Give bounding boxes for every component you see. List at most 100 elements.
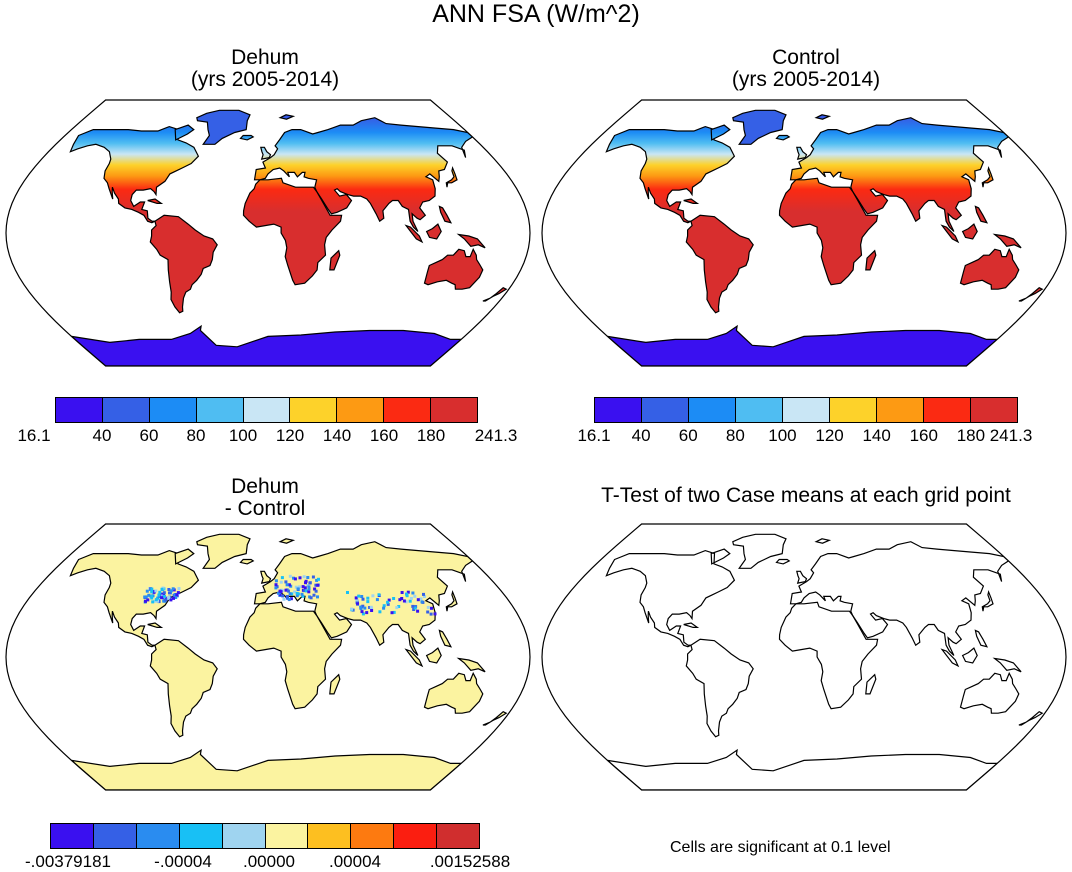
landmass-africa	[242, 177, 343, 286]
diff-grid-cell	[156, 599, 159, 603]
diff-grid-cell	[361, 597, 365, 601]
diff-grid-cell	[286, 589, 290, 593]
diff-grid-cell	[169, 589, 173, 593]
dehum-colorbar-swatch	[196, 398, 244, 422]
diff-grid-cell	[168, 591, 171, 595]
landmass-madagascar	[865, 249, 877, 271]
landmass-antarctica	[69, 324, 463, 366]
dehum-colorbar-swatch	[431, 398, 478, 422]
diff-grid-cell	[167, 588, 171, 591]
landmass-australia	[959, 247, 1020, 290]
diff-grid-cell	[289, 597, 293, 601]
dehum-colorbar-tick-label: 40	[92, 426, 112, 445]
diff-grid-cell	[316, 595, 319, 599]
diff-grid-cell	[368, 606, 372, 609]
control-colorbar-tick-label: 180	[956, 426, 986, 445]
diff-grid-cell	[360, 610, 364, 614]
landmass-borneo	[961, 223, 978, 240]
control-colorbar-swatch	[971, 398, 1017, 422]
diff-grid-cell	[306, 576, 310, 579]
landmass-madagascar	[329, 249, 341, 271]
diff-grid-cell	[392, 597, 396, 600]
diff-grid-cell	[164, 598, 168, 602]
diff-grid-cell	[360, 595, 364, 598]
dehum-colorbar-tick-label: 120	[275, 426, 305, 445]
diff-grid-cell	[164, 596, 168, 600]
diff-grid-cell	[411, 604, 415, 608]
diff-colorbar	[50, 823, 480, 849]
diff-grid-cell	[284, 588, 288, 592]
landmass-antarctica	[605, 748, 999, 790]
diff-colorbar-swatch	[93, 824, 137, 848]
control-map	[541, 99, 1067, 367]
diff-colorbar-tick-label: .00000	[243, 852, 295, 871]
control-colorbar-swatch	[642, 398, 689, 422]
diff-grid-cell	[151, 600, 155, 604]
diff-grid-cell	[317, 577, 320, 581]
diff-grid-cell	[298, 576, 302, 580]
diff-grid-cell	[402, 599, 406, 603]
diff-grid-cell	[288, 592, 292, 596]
landmass-sumatra	[940, 648, 960, 668]
diff-grid-cell	[162, 599, 166, 603]
landmass-baffin	[710, 548, 731, 565]
diff-grid-cell	[308, 581, 312, 585]
diff-grid-cell	[386, 602, 390, 606]
dehum-colorbar-tick-label: 180	[416, 426, 446, 445]
landmass-cuba	[683, 198, 700, 204]
landmass-southAmerica	[149, 214, 218, 314]
diff-grid-cell	[147, 593, 151, 597]
diff-grid-cell	[426, 605, 430, 609]
diff-grid-cell	[292, 576, 295, 580]
diff-grid-cell	[307, 585, 311, 589]
landmass-philippines	[438, 629, 453, 648]
diff-grid-cell	[274, 579, 278, 583]
control-colorbar-tick-label: 120	[815, 426, 844, 445]
diff-grid-cell	[350, 607, 354, 611]
diff-grid-cell	[378, 610, 382, 614]
dehum-title-line1: Dehum	[231, 46, 299, 69]
diff-grid-cell	[160, 592, 164, 596]
diff-grid-cell	[274, 586, 278, 590]
diff-grid-cell	[280, 576, 284, 580]
diff-grid-cell	[404, 600, 408, 604]
diff-grid-cell	[162, 591, 166, 595]
diff-grid-cell	[163, 594, 166, 598]
diff-grid-cell	[160, 587, 164, 591]
diff-grid-cell	[302, 575, 306, 579]
diff-grid-cell	[361, 612, 365, 616]
diff-grid-cell	[400, 597, 404, 600]
diff-grid-cell	[146, 598, 150, 602]
diff-grid-cell	[172, 596, 175, 600]
diff-grid-cell	[359, 605, 363, 609]
diff-colorbar-swatch	[136, 824, 180, 848]
diff-grid-cell	[356, 601, 359, 605]
landmass-uk	[260, 146, 272, 160]
landmass-svalbard	[278, 114, 296, 120]
dehum-colorbar-swatch	[290, 398, 338, 422]
landmass-baffin	[174, 124, 195, 141]
landmass-baffin	[710, 124, 731, 141]
diff-grid-cell	[355, 598, 359, 602]
diff-colorbar-tick-label: .00004	[329, 852, 381, 871]
landmass-antarctica	[605, 324, 999, 366]
map-border	[5, 523, 531, 791]
landmass-northAmerica	[605, 549, 736, 648]
landmass-northAmerica	[605, 125, 736, 224]
diff-grid-cell	[150, 596, 154, 600]
diff-grid-cell	[301, 585, 305, 589]
diff-grid-cell	[279, 590, 283, 594]
diff-title-line1: Dehum	[231, 475, 299, 498]
diff-grid-cell	[309, 596, 313, 600]
diff-grid-cell	[307, 590, 311, 594]
ttest-significance-note: Cells are significant at 0.1 level	[670, 839, 891, 856]
landmass-madagascar	[865, 673, 877, 695]
map-border	[541, 523, 1067, 791]
landmass-northAmerica	[69, 125, 200, 224]
diff-title-line2: - Control	[224, 497, 306, 520]
control-colorbar-tick-label: 160	[909, 426, 938, 445]
landmass-eurasia	[789, 117, 1010, 232]
diff-grid-cell	[405, 594, 409, 598]
dehum-title-line2: (yrs 2005-2014)	[190, 68, 340, 91]
diff-grid-cell	[154, 589, 158, 593]
